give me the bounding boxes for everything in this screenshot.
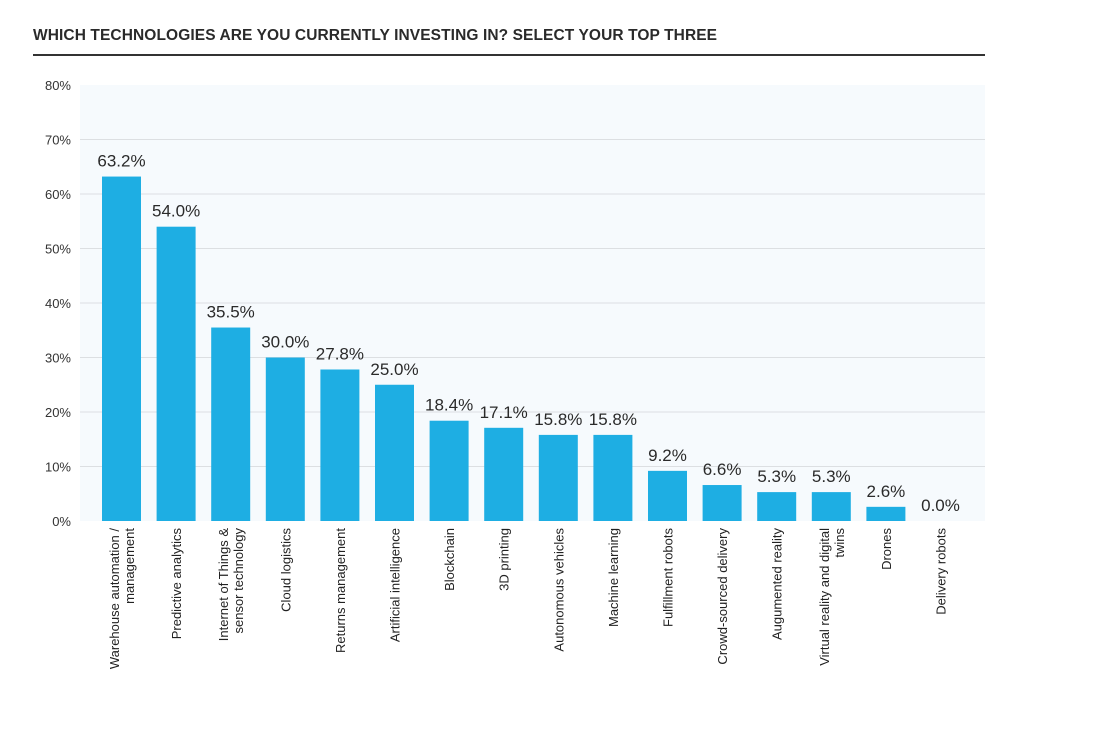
x-tick-label-line: Autonomous vehicles [551, 528, 566, 652]
x-tick-label: Fulfillment robots [661, 528, 676, 627]
bar [811, 492, 851, 521]
x-tick-label-line: Internet of Things & [216, 528, 231, 642]
data-label: 54.0% [152, 202, 200, 221]
x-tick-label: Crowd-sourced delivery [715, 528, 730, 665]
x-tick-label-line: sensor technology [231, 528, 246, 634]
x-tick-label-line: Returns management [333, 528, 348, 653]
x-tick-label-line: Artificial intelligence [388, 528, 403, 642]
x-tick-label: Returns management [333, 528, 348, 653]
y-tick-label: 60% [45, 187, 71, 202]
x-tick-label-line: Machine learning [606, 528, 621, 627]
x-tick-label: 3D printing [497, 528, 512, 591]
y-tick-label: 40% [45, 296, 71, 311]
x-tick-label: Artificial intelligence [388, 528, 403, 642]
x-tick-label-line: Delivery robots [934, 528, 949, 615]
data-label: 18.4% [425, 396, 473, 415]
bar [320, 369, 360, 521]
data-label: 2.6% [867, 482, 906, 501]
y-tick-label: 70% [45, 133, 71, 148]
x-tick-label-line: Warehouse automation / [107, 528, 122, 670]
title-divider [33, 54, 985, 56]
x-tick-label-line: Crowd-sourced delivery [715, 528, 730, 665]
x-tick-label: Autonomous vehicles [551, 528, 566, 652]
bar [211, 327, 251, 521]
data-label: 0.0% [921, 496, 960, 515]
bar [702, 485, 742, 521]
bar [866, 506, 906, 521]
bar [538, 434, 578, 521]
x-tick-label-line: management [122, 528, 137, 604]
x-tick-label-line: twins [832, 528, 847, 558]
y-tick-label: 20% [45, 405, 71, 420]
data-label: 5.3% [757, 467, 796, 486]
bar [375, 384, 414, 521]
chart-title: WHICH TECHNOLOGIES ARE YOU CURRENTLY INV… [33, 27, 718, 44]
x-tick-label-line: Blockchain [442, 528, 457, 591]
x-tick-label: Warehouse automation /management [107, 528, 137, 670]
x-tick-label: Blockchain [442, 528, 457, 591]
y-tick-label: 80% [45, 78, 71, 93]
x-tick-label: Drones [879, 528, 894, 570]
data-label: 5.3% [812, 467, 851, 486]
bar [484, 427, 524, 521]
x-tick-label: Virtual reality and digitaltwins [817, 528, 847, 666]
bar [593, 434, 633, 521]
data-label: 35.5% [207, 303, 255, 322]
data-label: 30.0% [261, 333, 309, 352]
bar [156, 226, 196, 521]
bar [429, 420, 469, 521]
x-tick-label-line: Cloud logistics [278, 528, 293, 612]
y-tick-label: 50% [45, 242, 71, 257]
bar [102, 176, 141, 521]
x-tick-label: Internet of Things &sensor technology [216, 528, 246, 642]
x-tick-label-line: Augumented reality [770, 528, 785, 641]
x-tick-label-line: 3D printing [497, 528, 512, 591]
data-label: 15.8% [589, 410, 637, 429]
x-tick-label: Augumented reality [770, 528, 785, 641]
data-label: 17.1% [480, 403, 528, 422]
bar [757, 492, 797, 521]
data-label: 6.6% [703, 460, 742, 479]
bar [265, 357, 305, 521]
y-tick-label: 30% [45, 351, 71, 366]
x-tick-label: Machine learning [606, 528, 621, 627]
x-tick-label-line: Fulfillment robots [661, 528, 676, 627]
y-tick-label: 10% [45, 460, 71, 475]
x-tick-label-line: Drones [879, 528, 894, 570]
data-label: 27.8% [316, 344, 364, 363]
x-tick-label: Delivery robots [934, 528, 949, 615]
data-label: 25.0% [370, 360, 418, 379]
x-tick-label: Predictive analytics [169, 528, 184, 640]
data-label: 9.2% [648, 446, 687, 465]
x-tick-label-line: Virtual reality and digital [817, 528, 832, 666]
bar [648, 470, 687, 521]
x-tick-label: Cloud logistics [278, 528, 293, 612]
y-tick-label: 0% [52, 514, 71, 529]
data-label: 15.8% [534, 410, 582, 429]
data-label: 63.2% [97, 152, 145, 171]
x-tick-label-line: Predictive analytics [169, 528, 184, 640]
